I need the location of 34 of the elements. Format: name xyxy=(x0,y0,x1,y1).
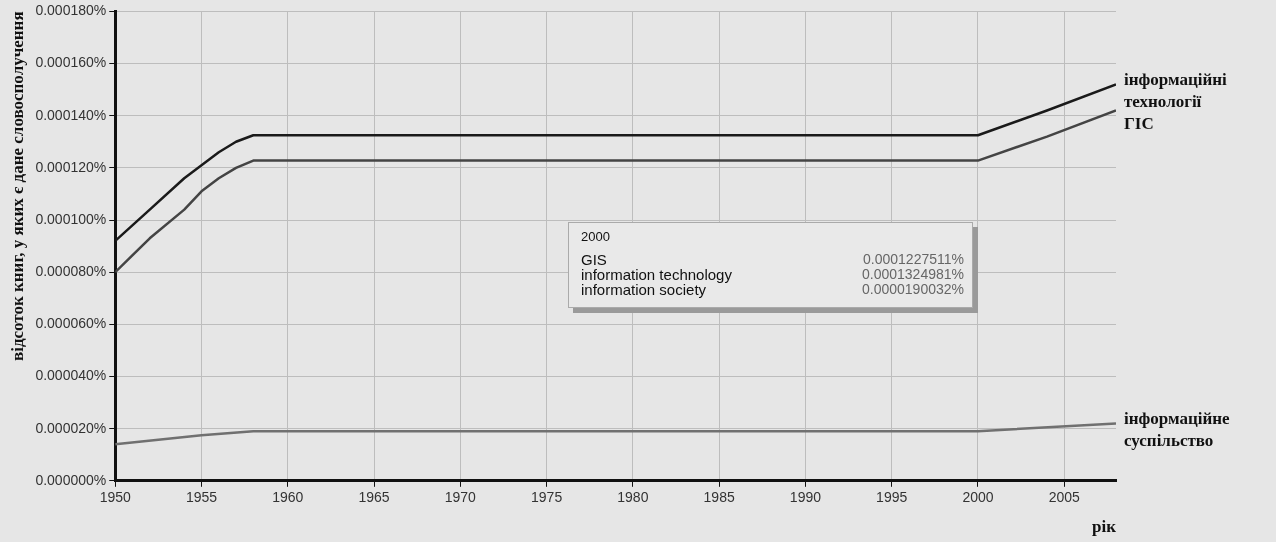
y-tick-label: 0.000020% xyxy=(35,419,107,436)
y-tick-label: 0.000100% xyxy=(35,210,107,227)
annotation: 0.0000190032% xyxy=(862,281,964,297)
x-tick-label: 1955 xyxy=(185,489,218,506)
annotation: information society xyxy=(581,281,707,298)
annotation: 0.0001227511% xyxy=(863,251,964,267)
x-tick-label: 1950 xyxy=(99,489,132,506)
series-label: ГІС xyxy=(1124,113,1154,133)
x-tick-label: 1990 xyxy=(789,489,822,506)
annotation: information technology xyxy=(581,266,732,283)
x-tick-label: 1970 xyxy=(444,489,477,506)
x-tick-label: 1980 xyxy=(617,489,649,506)
y-tick-label: 0.000180% xyxy=(35,2,107,19)
x-tick-label: 1985 xyxy=(703,489,735,506)
series-label: інформаційні технології xyxy=(1124,69,1228,111)
x-tick-label: 1995 xyxy=(876,489,908,506)
y-tick-label: 0.000060% xyxy=(35,315,107,332)
x-tick-label: 2005 xyxy=(1048,489,1081,506)
y-tick-label: 0.000120% xyxy=(35,158,107,175)
x-tick-label: 1965 xyxy=(358,489,390,506)
annotation: 0.0001324981% xyxy=(862,266,964,282)
x-tick-label: 1975 xyxy=(531,489,563,506)
y-tick-label: 0.000040% xyxy=(35,367,107,384)
y-tick-label: 0.000140% xyxy=(35,106,107,123)
y-axis-title: відсоток книг, у яких є дане словосполучення xyxy=(7,11,27,361)
x-axis-title: рік xyxy=(1092,517,1117,537)
annotation: GIS xyxy=(581,251,607,268)
x-tick-label: 2000 xyxy=(962,489,994,506)
y-tick-label: 0.000000% xyxy=(35,471,107,488)
annotation: 2000 xyxy=(581,229,611,244)
y-tick-label: 0.000160% xyxy=(35,54,107,71)
y-tick-label: 0.000080% xyxy=(35,263,107,280)
x-tick-label: 1960 xyxy=(272,489,304,506)
series-label: інформаційне суспільство xyxy=(1124,408,1231,450)
